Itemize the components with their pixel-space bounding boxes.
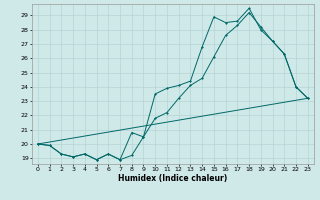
X-axis label: Humidex (Indice chaleur): Humidex (Indice chaleur) xyxy=(118,174,228,183)
